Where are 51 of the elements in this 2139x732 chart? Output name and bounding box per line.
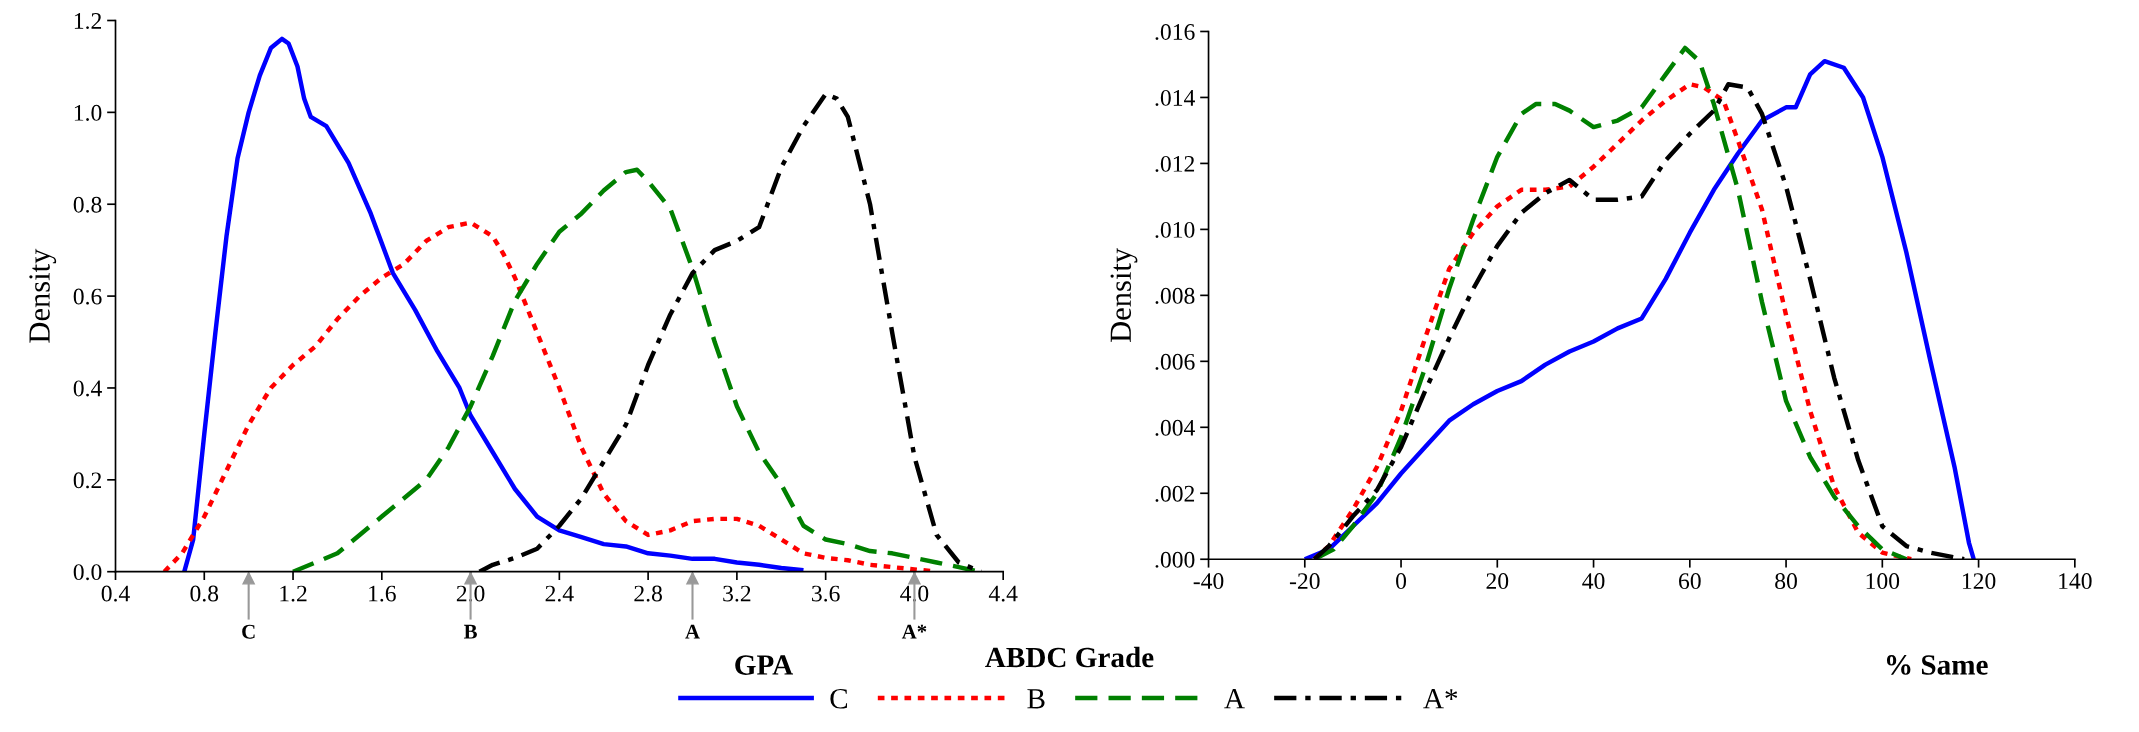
x-tick-label: 3.2 (723, 585, 751, 602)
x-tick-label: 40 (1582, 573, 1605, 590)
y-tick-label: 1.2 (74, 13, 102, 30)
ref-line-label: A (685, 624, 700, 639)
x-tick-label: 140 (2059, 573, 2092, 590)
x-tick-label: 0 (1396, 573, 1407, 590)
y-tick-label: .000 (1155, 551, 1195, 568)
x-axis-title: GPA (735, 655, 794, 675)
ref-line-label: C (242, 624, 255, 639)
y-tick-label: 0.0 (73, 564, 102, 581)
x-tick-label: 4.4 (988, 585, 1018, 602)
x-tick-label: 2.8 (634, 585, 662, 602)
y-axis-title: Density (29, 248, 57, 343)
x-tick-label: 3.6 (812, 585, 840, 602)
x-tick-label: 120 (1962, 573, 1996, 590)
y-tick-label: 0.2 (73, 472, 102, 489)
y-tick-label: .012 (1155, 155, 1195, 172)
x-tick-label: 60 (1679, 573, 1701, 590)
y-tick-label: .014 (1155, 89, 1195, 106)
y-tick-label: .010 (1155, 221, 1195, 238)
x-tick-label: 4.0 (900, 585, 929, 602)
x-tick-label: 2.0 (456, 585, 485, 602)
x-tick-label: 20 (1486, 573, 1509, 590)
x-tick-label: 0.4 (101, 585, 130, 602)
y-tick-label: 0.8 (73, 196, 102, 213)
y-tick-label: .016 (1155, 23, 1195, 40)
x-tick-label: 80 (1775, 573, 1797, 590)
ref-line-label: A* (901, 624, 927, 639)
legend-label: A (1224, 689, 1245, 709)
legend-label: A* (1423, 689, 1458, 709)
y-tick-label: .004 (1155, 419, 1195, 436)
legend-title: ABDC Grade (985, 646, 1154, 668)
x-tick-label: 0.8 (190, 585, 219, 602)
x-tick-label: 1.6 (369, 585, 396, 602)
x-tick-label: 2.4 (545, 585, 574, 602)
x-tick-label: -40 (1193, 573, 1224, 590)
x-tick-label: 1.2 (280, 585, 307, 602)
y-tick-label: .002 (1155, 485, 1195, 502)
y-tick-label: .008 (1155, 287, 1195, 304)
y-tick-label: 1.0 (74, 104, 102, 121)
x-tick-label: -20 (1289, 573, 1320, 590)
line-series (182, 36, 806, 572)
y-tick-label: .006 (1155, 353, 1195, 370)
y-axis-title: Density (1110, 247, 1138, 343)
y-tick-label: 0.6 (73, 288, 102, 305)
y-tick-label: 0.4 (73, 380, 102, 397)
x-tick-label: 100 (1866, 573, 1900, 590)
legend-label: C (830, 688, 848, 709)
legend-label: B (1027, 689, 1045, 709)
x-axis-title: % Same (1886, 655, 1988, 675)
ref-line-label: B (463, 624, 477, 639)
